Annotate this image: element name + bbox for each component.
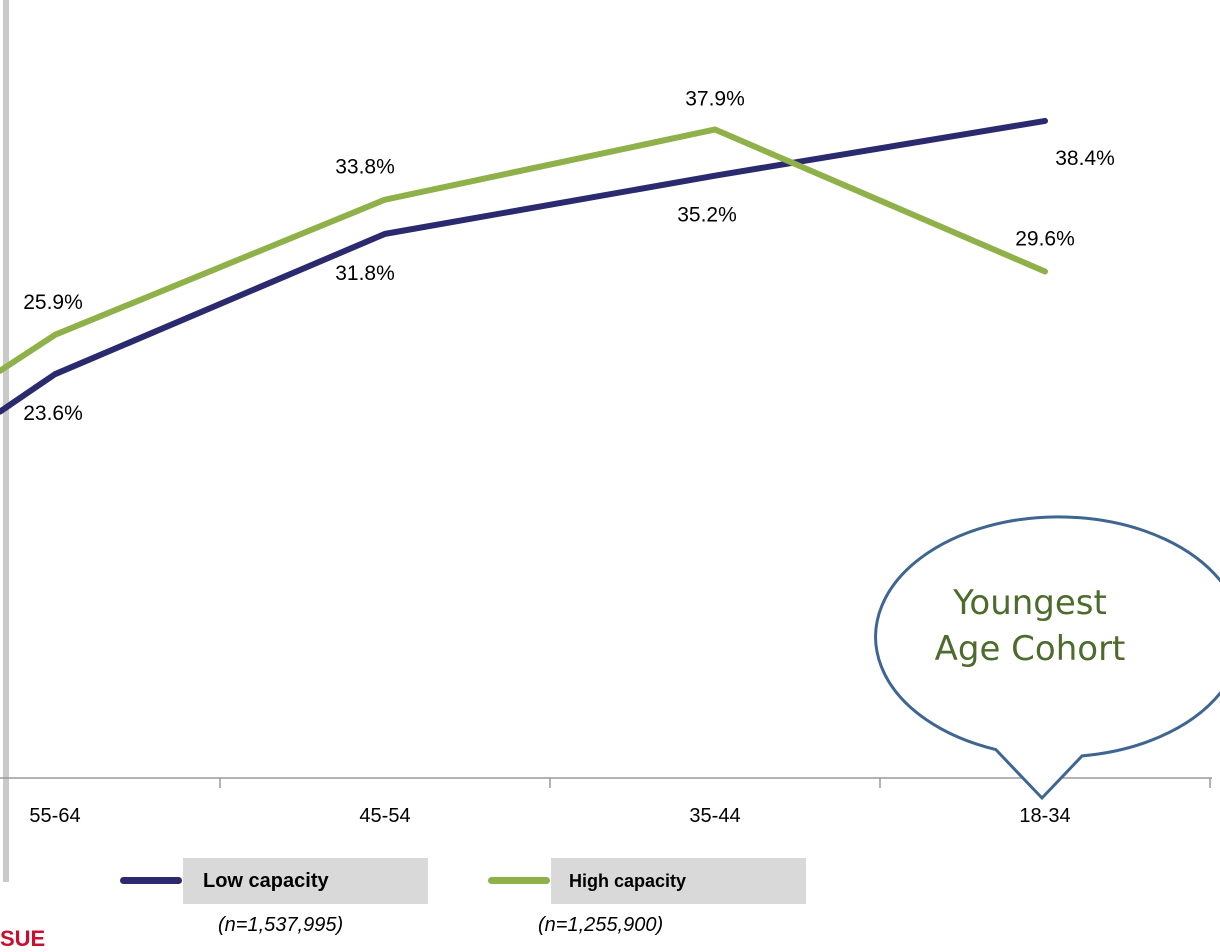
x-axis-ticks — [219, 778, 1211, 788]
legend-entry-high-capacity: High capacity — [551, 858, 806, 904]
legend-label-high-capacity: High capacity — [569, 870, 687, 891]
data-label-low-35-44: 35.2% — [677, 204, 737, 227]
callout-line-2: Age Cohort — [934, 629, 1126, 669]
logo-fragment: SUE — [0, 926, 46, 951]
x-tick-label: 18-34 — [1019, 805, 1070, 827]
x-tick-label: 45-54 — [359, 805, 410, 827]
data-label-low-45-54: 31.8% — [335, 262, 395, 285]
callout-text: Youngest Age Cohort — [880, 580, 1180, 672]
series-lines — [0, 117, 1048, 415]
x-tick-label: 55-64 — [29, 805, 80, 827]
data-label-high-45-54: 33.8% — [335, 156, 395, 179]
series-line-low-capacity — [0, 117, 1048, 415]
legend-label-low-capacity: Low capacity — [203, 869, 329, 892]
data-label-high-18-34: 29.6% — [1015, 228, 1075, 251]
data-labels: 23.6% 31.8% 35.2% 38.4% 25.9% 33.8% 37.9% 29.6% — [23, 87, 1115, 425]
data-label-high-35-44: 37.9% — [685, 87, 745, 110]
x-axis-tick-labels: 55-64 45-54 35-44 18-34 — [29, 805, 1070, 827]
legend-swatch-high-capacity — [488, 877, 550, 884]
data-label-low-18-34: 38.4% — [1055, 147, 1115, 170]
legend-n-high-capacity: (n=1,255,900) — [538, 914, 664, 936]
legend-swatch-low-capacity — [120, 877, 182, 884]
legend-entry-low-capacity: Low capacity — [183, 858, 428, 904]
data-label-low-55-64: 23.6% — [23, 402, 83, 425]
callout-line-1: Youngest — [953, 583, 1107, 623]
data-label-high-55-64: 25.9% — [23, 291, 83, 314]
x-tick-label: 35-44 — [689, 805, 740, 827]
legend-n-low-capacity: (n=1,537,995) — [218, 914, 344, 936]
series-line-high-capacity — [0, 126, 1048, 374]
